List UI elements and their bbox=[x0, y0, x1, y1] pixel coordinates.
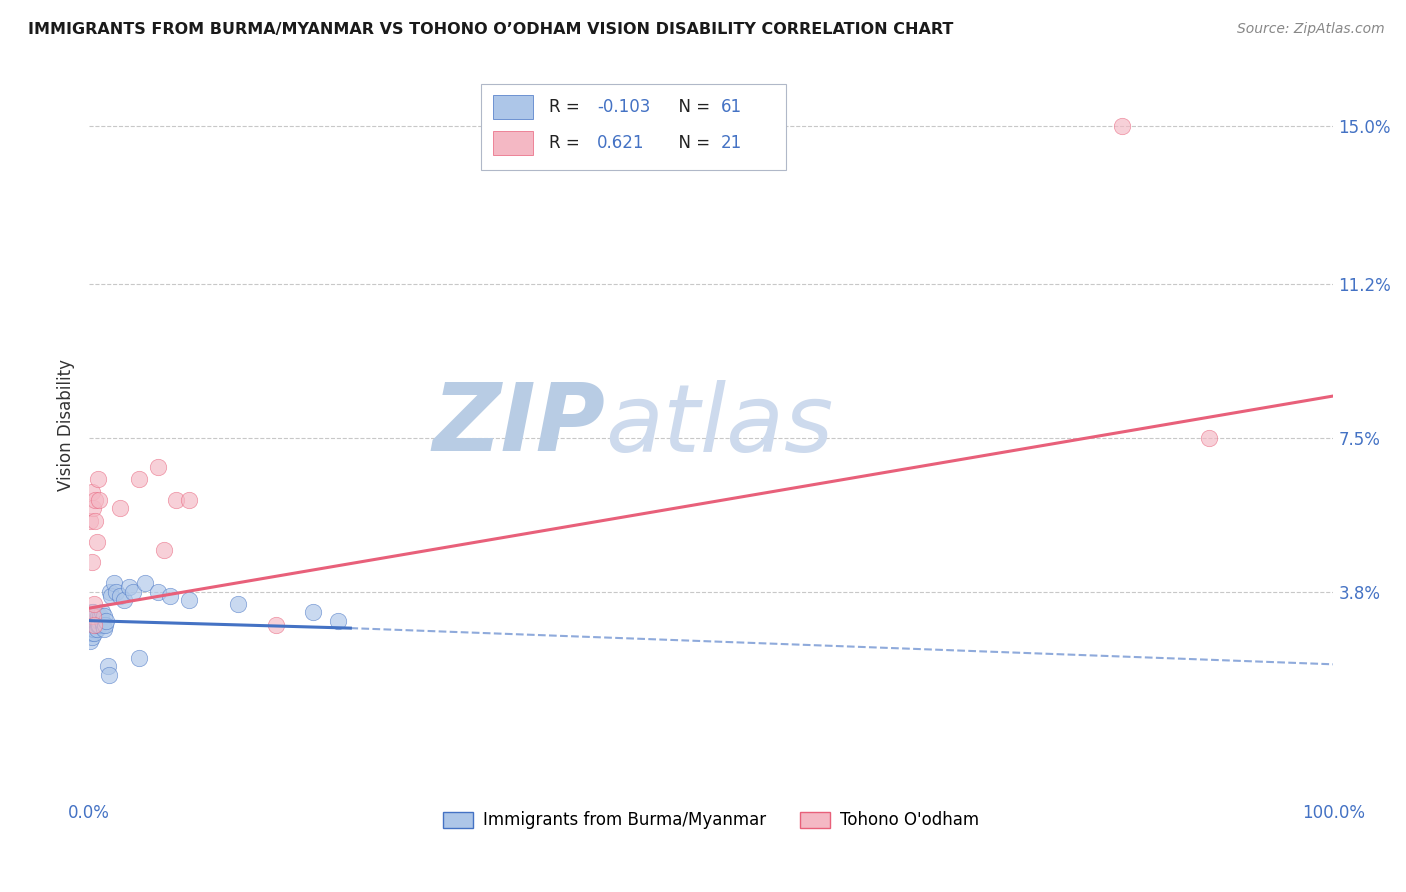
Point bbox=[121, 584, 143, 599]
Text: R =: R = bbox=[550, 134, 591, 152]
Point bbox=[80, 555, 103, 569]
Point bbox=[82, 609, 104, 624]
Point bbox=[82, 617, 104, 632]
Point bbox=[87, 493, 110, 508]
Point bbox=[134, 576, 156, 591]
Point bbox=[93, 609, 115, 624]
FancyBboxPatch shape bbox=[494, 131, 533, 155]
Point bbox=[90, 605, 112, 619]
Point bbox=[82, 622, 104, 636]
Point bbox=[84, 614, 107, 628]
Point bbox=[87, 472, 110, 486]
Point bbox=[83, 622, 105, 636]
Point bbox=[82, 614, 104, 628]
Point bbox=[82, 501, 104, 516]
Point bbox=[228, 597, 250, 611]
Point bbox=[86, 534, 108, 549]
Point bbox=[83, 597, 105, 611]
Text: atlas: atlas bbox=[606, 380, 834, 471]
Point bbox=[79, 614, 101, 628]
Point bbox=[159, 589, 181, 603]
Text: ZIP: ZIP bbox=[433, 379, 606, 471]
Point bbox=[103, 576, 125, 591]
Point bbox=[1111, 119, 1133, 133]
Point bbox=[80, 630, 103, 644]
Point bbox=[79, 634, 101, 648]
Point bbox=[80, 622, 103, 636]
Point bbox=[165, 493, 187, 508]
Text: 0.621: 0.621 bbox=[596, 134, 644, 152]
Point bbox=[80, 484, 103, 499]
Point bbox=[82, 605, 104, 619]
Point bbox=[84, 617, 107, 632]
Point bbox=[1198, 431, 1220, 445]
FancyBboxPatch shape bbox=[494, 95, 533, 119]
Point bbox=[79, 514, 101, 528]
Point bbox=[105, 584, 128, 599]
Point bbox=[82, 617, 104, 632]
Text: 21: 21 bbox=[721, 134, 742, 152]
Point bbox=[79, 617, 101, 632]
Point bbox=[177, 493, 200, 508]
Point bbox=[79, 609, 101, 624]
Point bbox=[87, 617, 110, 632]
Point bbox=[118, 580, 141, 594]
Point bbox=[96, 614, 118, 628]
Point bbox=[80, 609, 103, 624]
Point bbox=[84, 493, 107, 508]
Point bbox=[146, 584, 169, 599]
Text: N =: N = bbox=[668, 98, 716, 116]
Point bbox=[128, 651, 150, 665]
Point bbox=[94, 617, 117, 632]
Point bbox=[98, 584, 121, 599]
Point bbox=[79, 626, 101, 640]
Point bbox=[108, 501, 131, 516]
Point bbox=[90, 614, 112, 628]
FancyBboxPatch shape bbox=[481, 85, 786, 170]
Point bbox=[146, 459, 169, 474]
Point bbox=[93, 622, 115, 636]
Point bbox=[80, 626, 103, 640]
Point bbox=[128, 472, 150, 486]
Point bbox=[82, 614, 104, 628]
Point bbox=[100, 589, 122, 603]
Point bbox=[84, 609, 107, 624]
Legend: Immigrants from Burma/Myanmar, Tohono O'odham: Immigrants from Burma/Myanmar, Tohono O'… bbox=[437, 805, 986, 836]
Text: R =: R = bbox=[550, 98, 585, 116]
Point bbox=[98, 667, 121, 681]
Point bbox=[152, 542, 174, 557]
Text: N =: N = bbox=[668, 134, 716, 152]
Point bbox=[84, 514, 107, 528]
Point bbox=[108, 589, 131, 603]
Point bbox=[82, 609, 104, 624]
Point bbox=[264, 617, 287, 632]
Y-axis label: Vision Disability: Vision Disability bbox=[58, 359, 75, 491]
Point bbox=[83, 609, 105, 624]
Point bbox=[87, 617, 110, 632]
Point bbox=[80, 614, 103, 628]
Point bbox=[86, 617, 108, 632]
Point bbox=[326, 614, 349, 628]
Point bbox=[177, 592, 200, 607]
Point bbox=[87, 614, 110, 628]
Point bbox=[97, 659, 120, 673]
Point bbox=[80, 614, 103, 628]
Point bbox=[87, 609, 110, 624]
Point bbox=[83, 617, 105, 632]
Text: -0.103: -0.103 bbox=[596, 98, 650, 116]
Point bbox=[83, 617, 105, 632]
Point bbox=[83, 614, 105, 628]
Point bbox=[86, 614, 108, 628]
Point bbox=[91, 617, 114, 632]
Text: 61: 61 bbox=[721, 98, 742, 116]
Text: IMMIGRANTS FROM BURMA/MYANMAR VS TOHONO O’ODHAM VISION DISABILITY CORRELATION CH: IMMIGRANTS FROM BURMA/MYANMAR VS TOHONO … bbox=[28, 22, 953, 37]
Point bbox=[83, 626, 105, 640]
Point bbox=[80, 617, 103, 632]
Point bbox=[89, 609, 111, 624]
Point bbox=[112, 592, 135, 607]
Point bbox=[302, 605, 325, 619]
Point bbox=[80, 605, 103, 619]
Text: Source: ZipAtlas.com: Source: ZipAtlas.com bbox=[1237, 22, 1385, 37]
Point bbox=[86, 622, 108, 636]
